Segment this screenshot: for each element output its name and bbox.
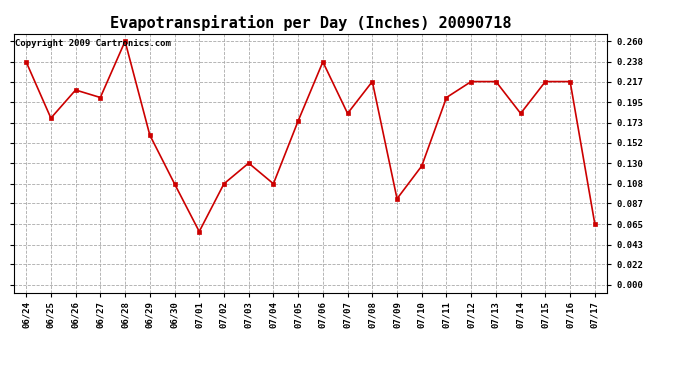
Text: Copyright 2009 Cartronics.com: Copyright 2009 Cartronics.com	[15, 39, 171, 48]
Title: Evapotranspiration per Day (Inches) 20090718: Evapotranspiration per Day (Inches) 2009…	[110, 15, 511, 31]
